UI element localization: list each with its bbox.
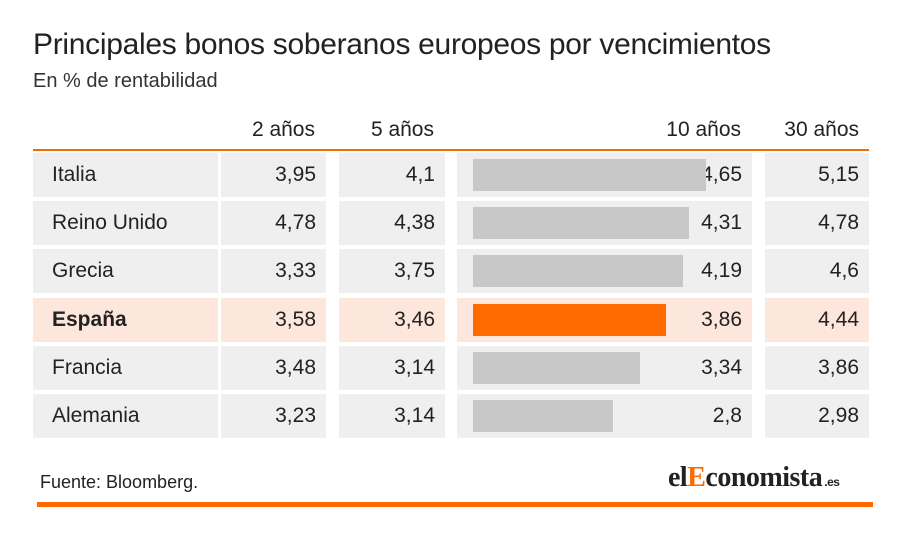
yield-2y-cell: 3,95 (221, 153, 326, 197)
country-cell: Alemania (33, 394, 218, 438)
table-row: Francia 3,48 3,14 3,34 3,86 (33, 345, 869, 390)
yield-30y-cell: 4,44 (765, 297, 869, 342)
yield-10y-bar (473, 303, 667, 336)
country-cell: Grecia (33, 249, 218, 294)
yield-2y-cell: 4,78 (221, 201, 326, 246)
yield-5y-cell: 3,75 (339, 249, 445, 294)
publisher-logo: elEconomista .es (668, 462, 840, 494)
yield-10y-bar (473, 400, 614, 432)
logo-tld: .es (824, 475, 840, 489)
yield-10y-bar (473, 159, 706, 191)
header-rule (33, 149, 869, 151)
logo-e: E (687, 462, 706, 493)
yield-30y-cell: 2,98 (765, 394, 869, 438)
yield-10y-bar (473, 207, 689, 240)
yield-5y-cell: 3,14 (339, 394, 445, 438)
yield-5y-cell: 4,1 (339, 153, 445, 197)
yield-5y-cell: 3,14 (339, 345, 445, 390)
yield-30y-cell: 5,15 (765, 153, 869, 197)
table-row: Italia 3,95 4,1 4,65 5,15 (33, 153, 869, 197)
yield-30y-cell: 3,86 (765, 345, 869, 390)
yield-10y-bar (473, 351, 641, 384)
country-cell: Reino Unido (33, 201, 218, 246)
logo-el: el (668, 462, 688, 493)
bond-yields-table: 2 años 5 años 10 años 30 años Italia 3,95… (33, 0, 869, 537)
logo-conomista: conomista (705, 462, 823, 493)
table-row: Alemania 3,23 3,14 2,8 2,98 (33, 394, 869, 438)
yield-2y-cell: 3,48 (221, 345, 326, 390)
table-row: Reino Unido 4,78 4,38 4,31 4,78 (33, 201, 869, 246)
yield-5y-cell: 3,46 (339, 297, 445, 342)
yield-2y-cell: 3,23 (221, 394, 326, 438)
yield-2y-cell: 3,58 (221, 297, 326, 342)
footer-rule (37, 502, 873, 507)
yield-10y-bar (473, 255, 683, 288)
chart-subtitle: En % de rentabilidad (33, 70, 218, 92)
chart-title: Principales bonos soberanos europeos por… (33, 28, 771, 61)
yield-5y-cell: 4,38 (339, 201, 445, 246)
table-row: España 3,58 3,46 3,86 4,44 (33, 297, 869, 342)
yield-30y-cell: 4,6 (765, 249, 869, 294)
table-row: Grecia 3,33 3,75 4,19 4,6 (33, 249, 869, 294)
source-note: Fuente: Bloomberg. (40, 472, 199, 492)
column-header-10y: 10 años (666, 118, 741, 141)
column-header-30y: 30 años (784, 118, 859, 141)
country-cell: España (33, 297, 218, 342)
country-cell: Italia (33, 153, 218, 197)
country-cell: Francia (33, 345, 218, 390)
yield-30y-cell: 4,78 (765, 201, 869, 246)
column-header-5y: 5 años (370, 118, 434, 141)
column-header-2y: 2 años (251, 118, 315, 141)
yield-2y-cell: 3,33 (221, 249, 326, 294)
